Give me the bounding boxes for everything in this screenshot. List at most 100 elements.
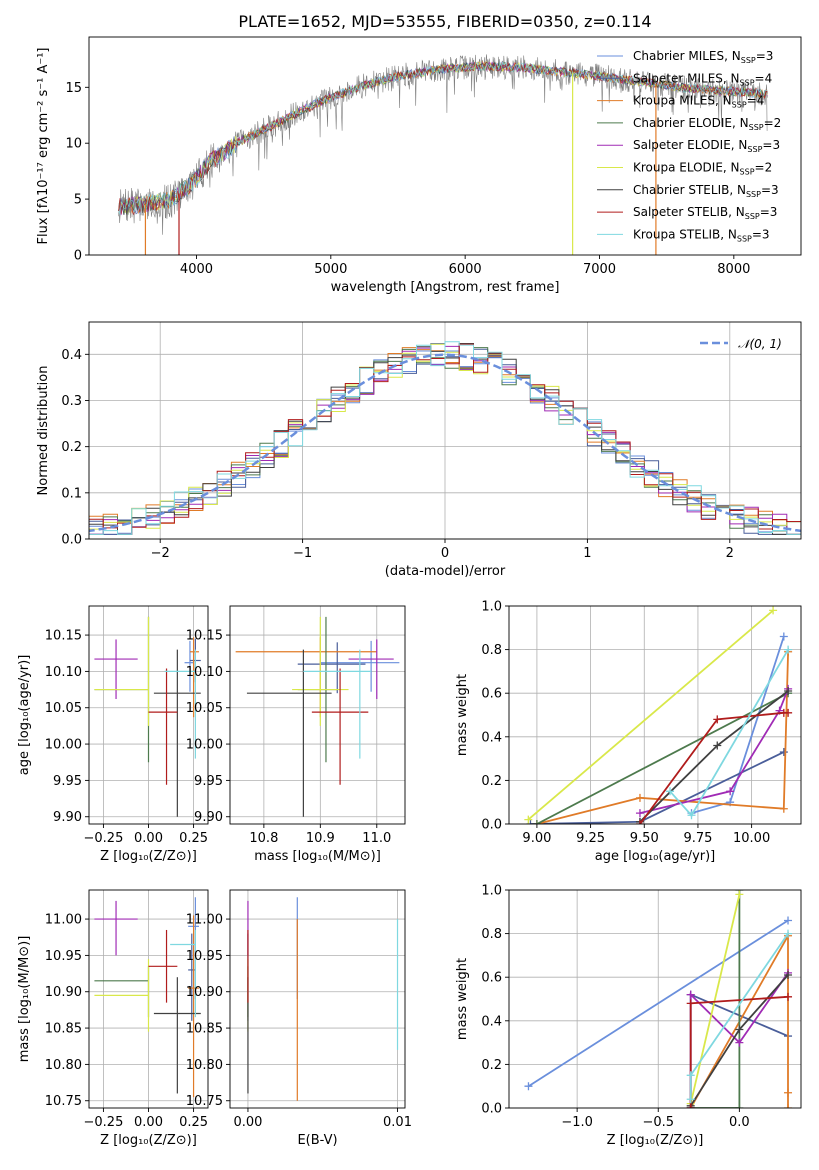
spectrum-panel: 4000 5000 6000 7000 8000 0 5 10 15 PLATE=1652, MJ… [36, 12, 802, 295]
y-tick-label: 1.0 [481, 600, 502, 615]
tick-marks [226, 918, 398, 1112]
weight-marker [687, 811, 696, 820]
weight-line-4 [635, 684, 793, 818]
data-point-2 [188, 915, 199, 1098]
weight-marker [524, 1082, 533, 1091]
y-tick-label: 0.4 [481, 730, 502, 745]
weight-marker [686, 1095, 695, 1104]
plot-area [247, 897, 399, 1101]
weight-marker [784, 992, 793, 1001]
weight-polyline [536, 692, 789, 824]
weight-marker [735, 1038, 744, 1047]
x-tick-label: 10.9 [306, 831, 335, 846]
y-tick-label: 10.90 [186, 985, 223, 1000]
x-tick-label: 10.00 [733, 831, 770, 846]
data-point-0 [184, 640, 194, 692]
data-point-4 [94, 900, 138, 956]
weight-polyline [528, 919, 789, 1087]
x-axis-label: mass [log₁₀(M/M⊙)] [254, 849, 381, 864]
tick-marks [85, 353, 731, 543]
weight-vs-metallicity-panel: −1.0 −0.5 0.0 0.0 0.2 0.4 0.6 0.8 1.0 Z [log₁₀(Z/… [455, 884, 802, 1148]
weight-marker [713, 741, 722, 750]
x-tick-label: 11.0 [362, 831, 391, 846]
y-tick-label: 1.0 [481, 884, 502, 899]
legend: Chabrier MILES, NSSP=3 Salpeter MILES, NS… [597, 49, 781, 243]
x-axis-label: wavelength [Angstrom, rest frame] [331, 280, 560, 295]
tick-marks [505, 605, 753, 828]
x-tick-label: 9.00 [522, 831, 551, 846]
model-spectrum-7 [118, 61, 768, 216]
data-point-1 [297, 642, 366, 694]
weight-line-8 [686, 929, 793, 1104]
data-point-8 [164, 649, 196, 759]
weight-polyline [527, 609, 774, 821]
y-tick-label: 11.00 [45, 913, 82, 928]
weight-marker [735, 890, 744, 899]
weight-marker [735, 1025, 744, 1034]
weight-line-7 [635, 708, 793, 824]
tick-marks [85, 634, 195, 828]
y-tick-label: 0.2 [481, 774, 502, 789]
data-point-6 [153, 977, 201, 1094]
y-axis-label: mass weight [455, 674, 470, 756]
data-point-5 [94, 616, 150, 726]
weight-vs-age-panel: 9.00 9.25 9.50 9.75 10.00 0.0 0.2 0.4 0.6 0.8 1.0 a… [455, 600, 802, 864]
x-tick-label: 9.50 [630, 831, 659, 846]
y-tick-label: 10.75 [45, 1094, 82, 1109]
data-point-8 [170, 929, 196, 1018]
axes-frame [229, 889, 406, 1109]
x-tick-label: 0.0 [729, 1115, 750, 1130]
y-axis-label: mass [log₁₀(M/M⊙)] [17, 936, 32, 1063]
axes-frame [508, 889, 802, 1109]
axes-frame [88, 36, 802, 256]
weight-polyline [690, 890, 741, 1108]
weight-marker [526, 820, 535, 824]
weight-marker [726, 787, 735, 796]
axes-frame [508, 605, 802, 825]
weight-marker [779, 632, 788, 641]
x-tick-label: 8000 [717, 262, 750, 277]
mass-vs-ebv-panel: 0.00 0.01 10.75 10.80 10.85 10.90 10.95 11.00 E(… [186, 889, 412, 1148]
x-tick-label: 1 [583, 546, 591, 561]
y-axis-label: Normed distribution [36, 366, 51, 496]
y-tick-label: 10.10 [186, 665, 223, 680]
y-tick-label: 0.2 [481, 1058, 502, 1073]
weight-marker [532, 820, 541, 824]
y-axis-label: age [log₁₀(age/yr)] [17, 655, 32, 776]
y-tick-label: 0.0 [61, 533, 82, 548]
x-tick-label: 0.00 [134, 831, 163, 846]
weight-marker [784, 645, 793, 654]
legend-label: Salpeter ELODIE, NSSP=3 [633, 138, 780, 154]
y-tick-label: 0.8 [481, 927, 502, 942]
weight-marker [784, 687, 793, 696]
y-tick-label: 10.85 [45, 1022, 82, 1037]
mass-vs-metallicity-panel: −0.25 0.00 0.25 10.75 10.80 10.85 10.90 10.95 11… [17, 889, 209, 1148]
x-tick-label: 4000 [180, 262, 213, 277]
weight-marker [769, 606, 778, 615]
y-tick-label: 11.00 [186, 913, 223, 928]
y-tick-label: 0.4 [481, 1014, 502, 1029]
legend-label: Kroupa STELIB, NSSP=3 [633, 227, 770, 243]
x-tick-label: 0.00 [233, 1115, 262, 1130]
y-tick-label: 10.80 [45, 1058, 82, 1073]
data-point-6 [153, 649, 201, 817]
weight-marker [686, 1071, 695, 1080]
weight-marker [784, 708, 793, 717]
x-tick-label: −0.25 [84, 831, 124, 846]
weight-marker [713, 715, 722, 724]
y-tick-label: 0.4 [61, 348, 82, 363]
chart-title: PLATE=1652, MJD=53555, FIBERID=0350, z=0… [238, 12, 651, 31]
y-tick-label: 0.0 [481, 818, 502, 833]
y-tick-label: 5 [74, 193, 82, 208]
weight-polyline [639, 690, 789, 823]
plot-area [524, 606, 793, 824]
x-tick-label: 9.75 [683, 831, 712, 846]
tick-marks [85, 86, 735, 259]
y-tick-label: 0.6 [481, 971, 502, 986]
weight-marker [686, 999, 695, 1008]
tick-marks [226, 634, 378, 828]
tick-marks [85, 918, 195, 1112]
weight-marker [784, 1088, 793, 1097]
data-point-4 [348, 639, 394, 700]
